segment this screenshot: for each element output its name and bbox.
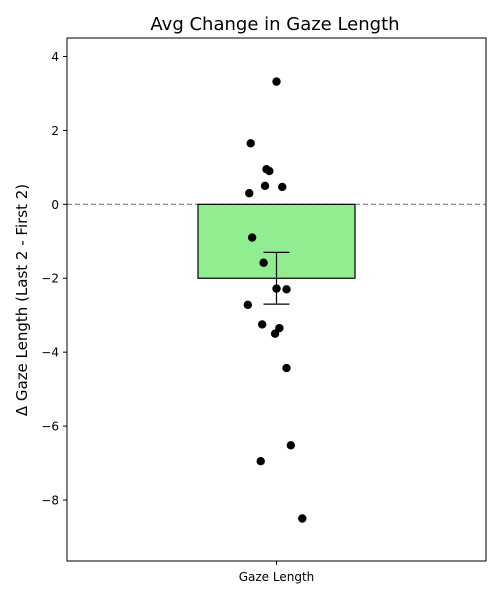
- data-point: [282, 363, 291, 373]
- data-point: [260, 181, 270, 191]
- y-tick-label: −4: [41, 346, 59, 360]
- data-point: [243, 300, 253, 310]
- data-point: [259, 258, 268, 267]
- x-tick-label: Gaze Length: [239, 570, 315, 584]
- y-tick-label: −6: [41, 420, 59, 434]
- y-tick-label: −8: [41, 494, 59, 508]
- plot-area: 4 2 0 −2 −4 −6 −8 Gaze Length: [41, 37, 487, 584]
- chart-title: Avg Change in Gaze Length: [150, 14, 399, 35]
- data-point: [265, 166, 274, 176]
- y-tick-label: 4: [51, 50, 59, 64]
- data-point: [282, 285, 291, 294]
- data-point: [256, 457, 265, 466]
- y-axis-label: Δ Gaze Length (Last 2 - First 2): [13, 184, 31, 416]
- data-point: [286, 441, 296, 450]
- data-point: [245, 189, 254, 198]
- y-tick-label: 0: [51, 198, 59, 212]
- data-point: [257, 320, 267, 329]
- y-tick-label: −2: [41, 272, 59, 286]
- data-point: [247, 233, 257, 242]
- data-point: [278, 182, 287, 192]
- data-point: [272, 284, 281, 293]
- data-point: [246, 139, 255, 148]
- data-point: [270, 329, 280, 338]
- data-point: [298, 514, 307, 523]
- data-point: [272, 77, 281, 86]
- y-tick-label: 2: [51, 124, 59, 138]
